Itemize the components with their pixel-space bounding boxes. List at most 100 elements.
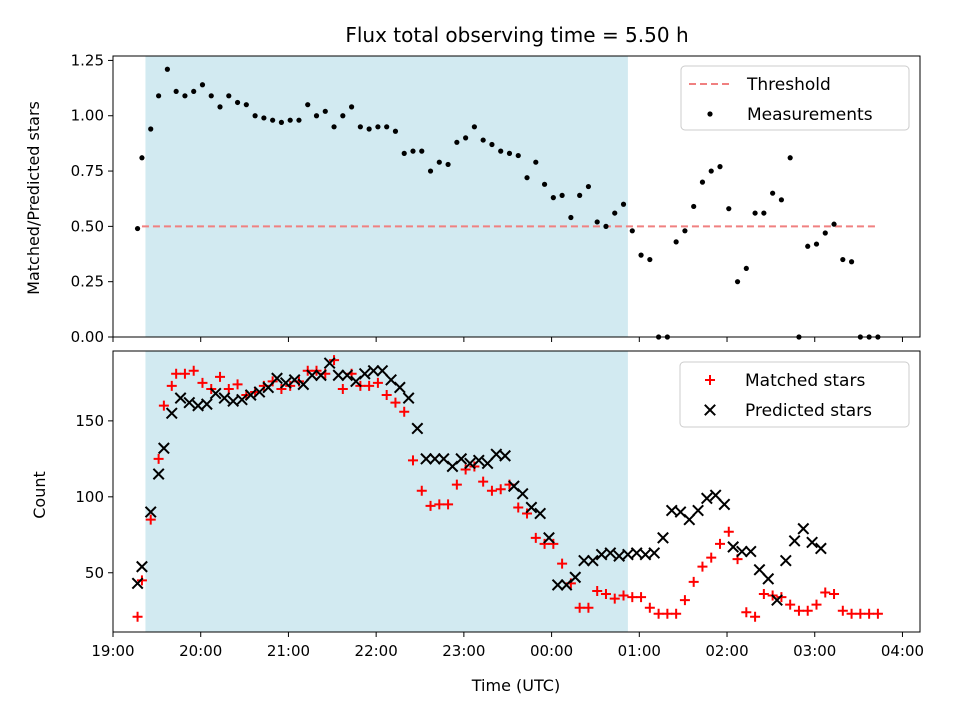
measurement-point [226,93,232,99]
measurement-point [726,206,732,212]
matched-star-point [132,611,143,622]
matched-star-point [443,499,454,510]
predicted-star-point [551,579,564,591]
predicted-star-point [543,531,555,544]
matched-star-point [811,599,822,610]
x-tick-label: 00:00 [530,642,573,660]
matched-star-point [592,585,603,596]
predicted-star-point [144,506,157,518]
y-tick-label: 0.50 [71,217,104,235]
measurement-point [164,66,170,72]
predicted-star-point [683,513,696,526]
matched-star-point [171,368,182,379]
measurement-point [427,168,434,174]
predicted-star-point [411,422,424,435]
predicted-star-point [586,554,599,567]
predicted-star-point [314,369,327,382]
matched-star-point [600,589,611,600]
matched-star-point [153,453,164,464]
measurement-point [559,192,565,198]
predicted-star-point [704,404,716,416]
predicted-star-point [429,452,441,465]
matched-star-point [215,371,226,382]
predicted-star-point [131,577,144,590]
x-tick-label: 20:00 [179,642,222,660]
x-tick-label: 22:00 [355,642,398,660]
matched-star-point [364,380,375,391]
y-tick-label: 0.00 [71,328,104,346]
matched-star-point [846,608,857,619]
matched-star-point [829,589,840,600]
matched-star-point [671,608,682,619]
y-tick-label: 1.25 [71,51,104,69]
matched-star-point [158,400,169,411]
predicted-star-point [271,372,283,385]
predicted-star-point [516,487,529,500]
measurement-point [463,135,469,141]
matched-star-point [188,365,199,376]
measurement-point [234,99,241,106]
predicted-star-point [525,501,538,514]
predicted-star-point [174,392,187,404]
predicted-star-point [165,407,178,420]
matched-star-point [372,377,383,388]
predicted-star-point [183,396,196,409]
measurement-point [270,117,276,123]
observing-window-shade [145,56,628,337]
measurement-point [498,148,504,154]
measurement-point [848,259,855,265]
predicted-star-point [499,449,512,462]
measurement-point [139,155,145,161]
measurement-point [348,104,355,110]
predicted-star-point [727,541,740,553]
measurement-point [375,124,381,130]
matched-star-point [530,532,541,543]
measurement-point [357,124,363,130]
measurement-point [156,93,162,99]
matched-star-point [644,602,655,613]
y-tick-label: 100 [75,488,104,506]
matched-star-point [583,602,594,613]
measurement-point [770,190,776,196]
predicted-star-point [136,560,148,573]
predicted-star-point [481,457,494,470]
x-tick-label: 04:00 [881,642,924,660]
measurement-point [296,117,302,123]
predicted-star-point [657,531,669,544]
matched-star-point [166,380,177,391]
matched-star-point [636,592,647,603]
top-panel: 0.00 0.25 0.50 0.75 1.00 1.25 Threshold Measure… [71,51,921,346]
predicted-star-point [341,369,354,382]
bottom-plot-frame [112,350,921,633]
predicted-star-point [455,452,468,465]
y-tick-label: 0.25 [71,273,104,291]
matched-star-point [495,484,506,495]
measurement-point [752,210,758,216]
measurement-point [148,126,154,132]
predicted-star-point [797,522,810,535]
top-legend: Threshold Measurements [680,65,910,131]
x-tick-label: 21:00 [267,642,310,660]
measurement-point [384,124,390,130]
predicted-star-point [358,367,371,380]
matched-star-point [785,599,796,610]
predicted-star-point [700,492,713,505]
predicted-star-point [814,542,827,555]
predicted-star-point [218,392,231,404]
measurement-point [489,141,495,148]
measurement-point [436,159,442,165]
matched-star-point [706,552,717,563]
measurement-point [173,88,179,95]
measurement-point [761,210,767,216]
measurement-point [813,241,820,247]
predicted-star-point [744,545,757,558]
measurement-point [533,159,539,165]
matched-star-point [548,538,559,549]
matched-star-point [802,605,813,616]
measurement-point [787,155,793,161]
legend-matched-label: Matched stars [745,371,865,391]
predicted-star-point [393,381,406,394]
chart-title: Flux total observing time = 5.50 h [345,23,688,47]
matched-star-point [688,576,699,587]
predicted-star-point [262,381,275,394]
